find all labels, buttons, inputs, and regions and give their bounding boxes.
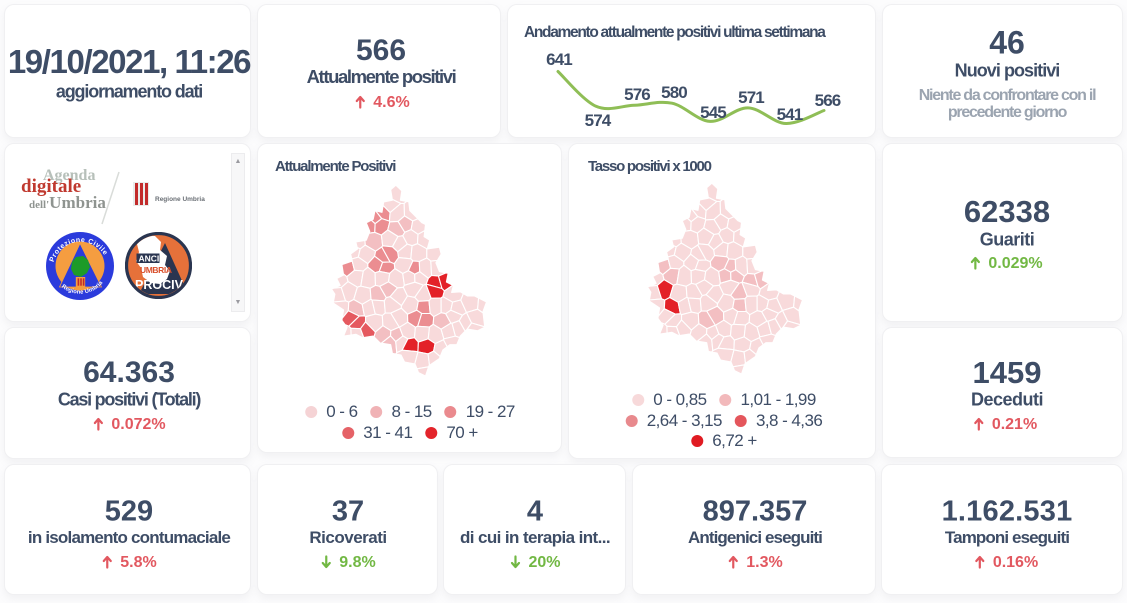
svg-text:ANCI: ANCI [139,254,160,264]
svg-text:UMBRIA: UMBRIA [140,265,172,275]
svg-text:PROCIV: PROCIV [135,278,184,292]
